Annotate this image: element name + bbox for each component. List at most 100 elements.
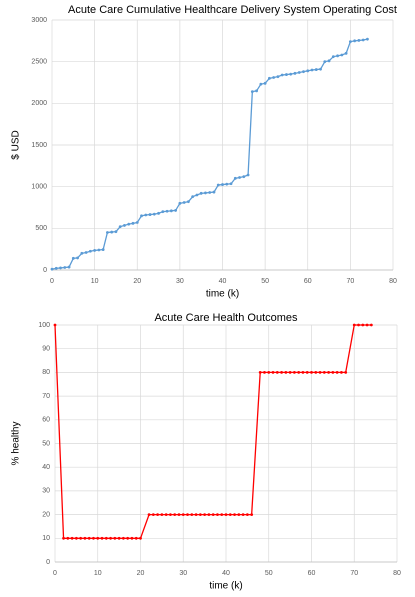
x-tick-label: 60 [308,570,316,577]
data-point [327,59,331,63]
data-point [340,371,343,374]
data-point [181,513,185,516]
data-point [357,39,361,42]
data-point [353,39,357,43]
data-point [123,224,126,227]
data-point [263,371,266,374]
data-point [211,513,215,516]
data-line [51,38,368,270]
x-tick-label: 70 [350,570,358,577]
data-point [127,222,131,226]
data-point [224,513,228,516]
x-tick-label: 30 [179,570,187,577]
data-point [366,37,369,41]
data-point [160,513,164,516]
data-point [177,513,181,516]
y-axis-label: % healthy [11,422,22,466]
y-tick-label: 1500 [31,142,47,149]
data-point [208,191,212,194]
data-point [83,536,87,540]
y-tick-label: 20 [42,511,50,518]
data-point [135,221,139,224]
data-point [187,200,190,204]
data-point [100,536,104,540]
data-point [63,266,67,269]
data-point [310,371,313,374]
x-tick-label: 20 [137,570,145,577]
data-point [144,213,148,217]
data-point [122,536,125,540]
x-tick-label: 10 [91,278,99,285]
data-point [126,536,130,540]
data-point [284,371,288,374]
data-point [293,371,296,374]
data-point [301,371,305,374]
data-point [152,212,156,216]
x-tick-label: 20 [133,278,141,285]
data-point [161,210,165,214]
data-point [272,76,276,79]
data-point [84,251,88,254]
data-point [71,256,75,260]
data-point [327,371,330,374]
y-tick-label: 3000 [31,17,47,24]
data-point [285,73,288,76]
data-point [263,81,267,85]
data-point [134,536,138,540]
data-point [66,536,70,540]
y-axis-label: $ USD [11,130,22,159]
y-tick-label: 40 [42,464,50,471]
data-point [258,371,262,374]
data-point [67,265,71,269]
data-point [275,371,279,374]
data-point [70,536,74,540]
data-point [297,71,301,74]
data-point [76,256,79,260]
x-tick-label: 30 [176,278,184,285]
data-point [352,323,356,327]
data-point [104,536,108,540]
y-tick-label: 0 [46,559,50,566]
data-point [194,513,198,516]
data-point [250,90,254,94]
data-point [186,513,189,516]
data-point [255,89,258,93]
x-axis-label: time (k) [206,289,239,300]
data-point [157,211,160,215]
data-point [114,230,118,234]
data-point [216,513,219,516]
y-tick-label: 2000 [31,100,47,107]
data-point [225,182,229,186]
data-point [62,536,65,540]
data-point [288,371,292,374]
data-point [50,267,54,271]
data-point [97,248,101,252]
data-point [151,513,155,516]
data-point [80,251,84,255]
data-point [289,72,293,76]
y-tick-label: 2500 [31,59,47,66]
data-point [198,513,202,516]
y-tick-label: 0 [43,267,47,274]
data-point [314,371,318,374]
x-tick-label: 80 [393,570,401,577]
data-point [318,371,322,374]
data-point [110,230,114,234]
data-point [148,213,152,216]
x-tick-label: 70 [346,278,354,285]
data-point [242,175,246,179]
data-point [173,513,177,516]
data-point [331,371,335,374]
data-point [207,513,211,516]
y-tick-label: 1000 [31,184,47,191]
y-tick-label: 90 [42,346,50,353]
data-point [365,323,369,327]
data-point [245,513,249,516]
y-tick-label: 30 [42,488,50,495]
data-line [54,324,372,539]
data-point [361,38,365,42]
y-tick-label: 10 [42,535,50,542]
x-tick-label: 60 [304,278,312,285]
data-point [79,536,83,540]
data-point [178,201,182,205]
